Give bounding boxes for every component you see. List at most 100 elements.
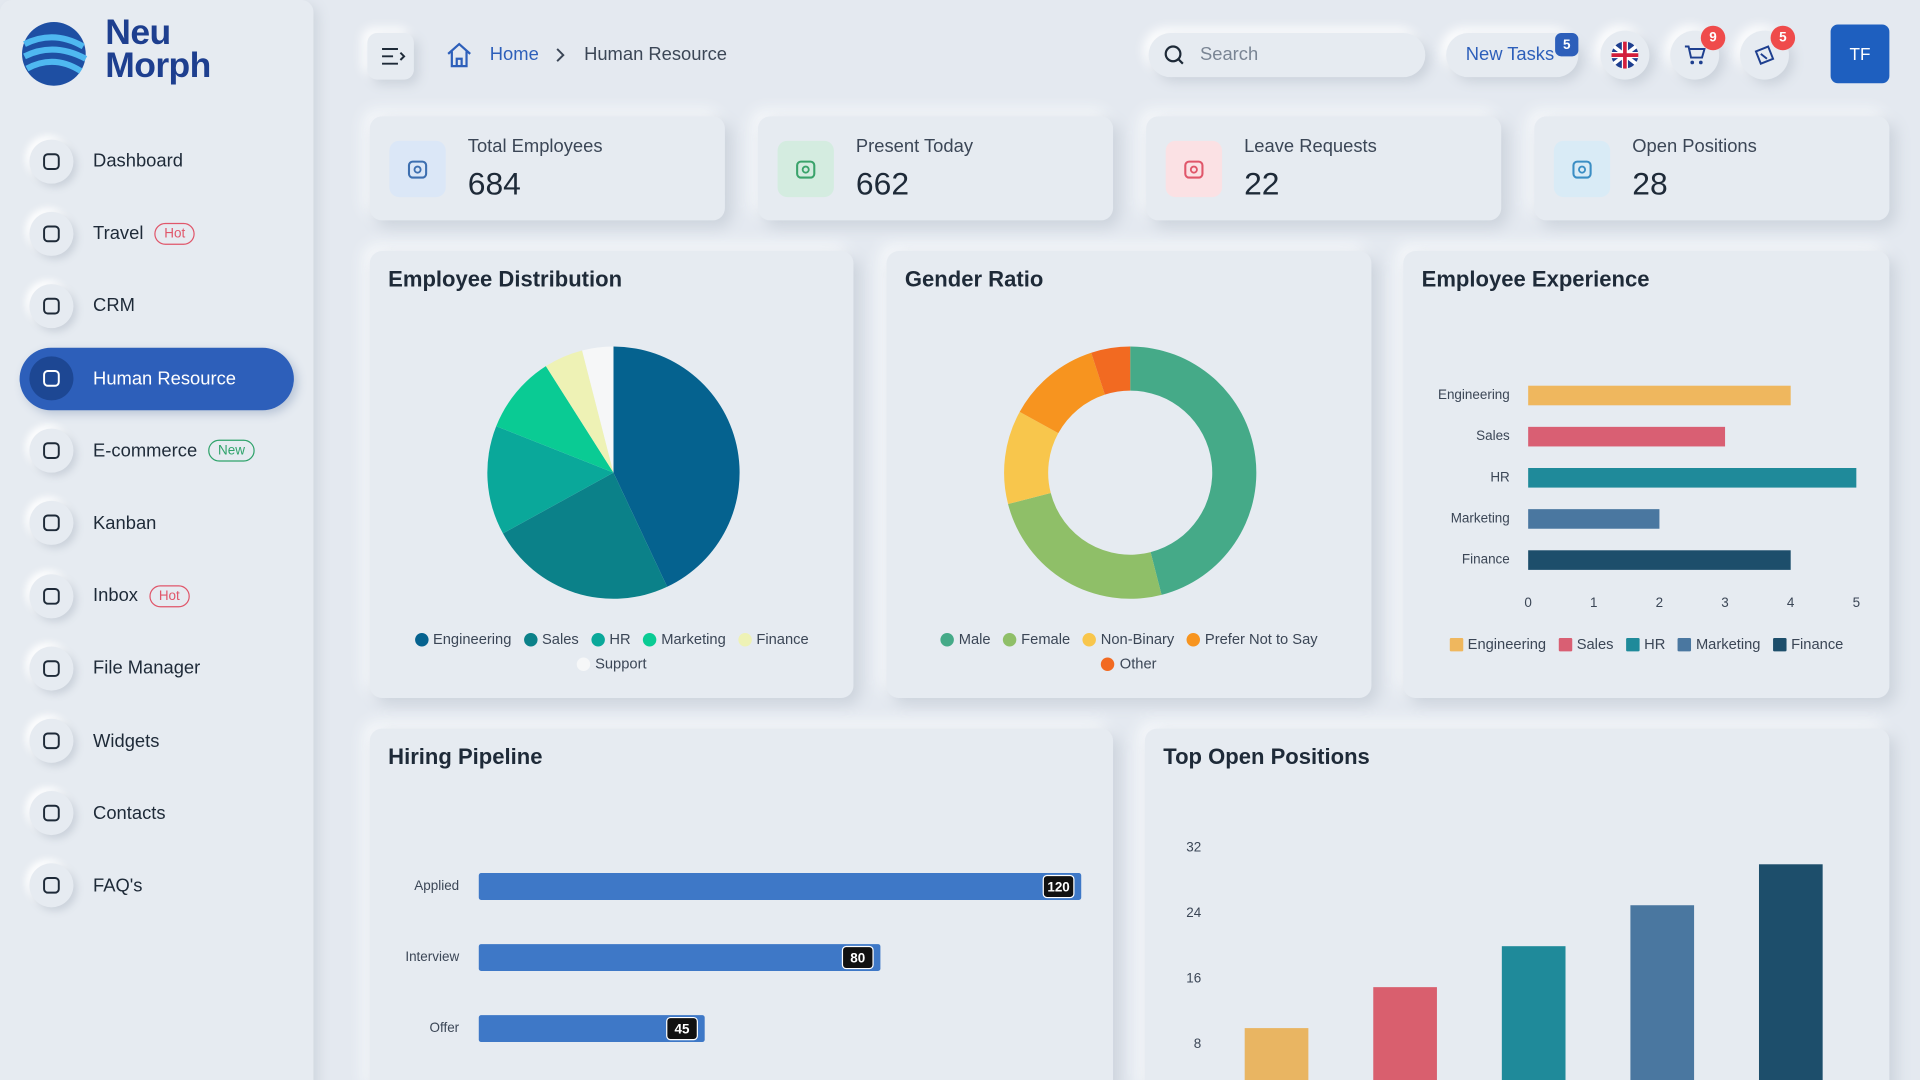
donut-segment — [1004, 411, 1059, 505]
icon-path — [43, 587, 60, 605]
data-label-box — [1042, 874, 1075, 899]
y-tick-label: Interview — [405, 949, 459, 964]
menu-item[interactable]: Human Resource — [19, 347, 294, 410]
y-tick-label: Finance — [1462, 552, 1510, 567]
icon-glyph — [43, 297, 60, 315]
icon-path — [1177, 58, 1184, 65]
search-icon — [1164, 45, 1184, 65]
count-badge: 5 — [1555, 33, 1579, 57]
legend-item: Other — [1101, 655, 1157, 672]
legend-item: Finance — [738, 631, 809, 648]
y-tick-label: Applied — [414, 878, 459, 893]
legend-label: Support — [595, 655, 647, 673]
menu-item[interactable]: E-commerce New — [20, 420, 294, 482]
menu-item[interactable]: FAQ's — [20, 855, 294, 917]
legend-item: Sales — [1558, 636, 1613, 653]
menu-item[interactable]: File Manager — [20, 637, 294, 699]
legend: Male Female Non-Binary Prefer Not to Say Oth… — [911, 630, 1347, 672]
menu-icon — [29, 646, 74, 691]
menu-item[interactable]: Travel Hot — [20, 202, 294, 264]
logo-mark — [22, 22, 88, 86]
menu-label: Inbox — [93, 585, 139, 607]
donut-segment — [1008, 493, 1162, 599]
chart — [1004, 346, 1257, 599]
icon-path — [1690, 60, 1695, 65]
legend-item: Prefer Not to Say — [1186, 630, 1318, 648]
chart-card: Employee Experience 0 1 2 3 4 5 Engineering Sal… — [1403, 251, 1890, 698]
x-tick-label: 4 — [1787, 595, 1795, 610]
breadcrumb-link[interactable]: Home — [489, 44, 539, 65]
data-label: 45 — [675, 1021, 690, 1036]
menu-label: Kanban — [93, 512, 157, 534]
menu-item[interactable]: Kanban — [20, 492, 294, 554]
stat-card: Open Positions 28 — [1534, 116, 1890, 221]
legend-item: Non-Binary — [1082, 631, 1174, 648]
menu-icon — [29, 428, 74, 473]
bar — [1501, 946, 1566, 1080]
legend-label: Prefer Not to Say — [1204, 630, 1318, 648]
menu-icon — [29, 356, 74, 401]
bar — [1528, 426, 1726, 447]
icon-path — [1698, 60, 1703, 65]
icon-path — [382, 48, 406, 65]
icon-path — [447, 42, 471, 68]
bar — [1528, 468, 1857, 488]
stat-label: Open Positions — [1632, 135, 1757, 157]
menu-item[interactable]: Inbox Hot — [20, 565, 294, 627]
menu-icon — [29, 718, 74, 763]
legend-item: Marketing — [642, 631, 726, 648]
menu-item[interactable]: Contacts — [20, 782, 294, 844]
icon-path — [43, 804, 60, 822]
legend-item: HR — [591, 631, 631, 648]
icon-path — [413, 165, 422, 174]
icon-path — [1189, 165, 1198, 174]
y-tick-label: 32 — [1186, 839, 1201, 854]
data-label: 120 — [1047, 879, 1069, 894]
sidebar: Neu Morph Dashboard Travel Hot CRM Human Res… — [0, 0, 314, 1080]
search-placeholder: Search — [1200, 44, 1259, 65]
legend-item: Marketing — [1677, 636, 1760, 653]
stat-icon — [777, 140, 834, 198]
icon-path — [1164, 45, 1182, 63]
stat-value: 28 — [1632, 165, 1668, 203]
language-button[interactable] — [1600, 30, 1650, 80]
data-label-box — [666, 1016, 698, 1041]
icon-path — [1754, 45, 1775, 65]
menu-item[interactable]: Dashboard — [20, 130, 294, 192]
chart-title: Employee Distribution — [388, 266, 623, 292]
legend-item: Sales — [523, 631, 579, 648]
avatar[interactable]: TF — [1830, 24, 1890, 84]
bar — [1244, 1028, 1309, 1080]
count-badge: 9 — [1700, 25, 1726, 51]
pie-slice — [613, 346, 740, 587]
donut-segment — [1130, 346, 1257, 595]
menu-label: File Manager — [93, 657, 201, 679]
legend-marker — [1002, 632, 1017, 646]
icon-path — [43, 515, 60, 532]
icon-path — [796, 160, 816, 179]
y-tick-label: Sales — [1476, 428, 1510, 443]
stat-card: Leave Requests 22 — [1146, 116, 1502, 221]
bar — [478, 873, 1082, 900]
legend-item: HR — [1625, 636, 1665, 653]
flag-icon — [1611, 41, 1639, 69]
legend-marker — [576, 656, 591, 671]
icon-path — [43, 297, 60, 315]
menu-label: Widgets — [93, 730, 160, 752]
menu-item[interactable]: Widgets — [20, 710, 294, 772]
stat-label: Total Employees — [467, 135, 603, 157]
y-tick-label: 16 — [1186, 971, 1201, 986]
icon-path — [1578, 165, 1587, 174]
menu-toggle[interactable] — [367, 33, 414, 80]
pie-slice — [582, 346, 614, 473]
icon-glyph — [796, 160, 816, 179]
legend-marker — [642, 632, 657, 646]
bar — [1528, 385, 1791, 406]
menu-icon — [29, 501, 74, 546]
bar — [478, 944, 881, 972]
legend-label: HR — [609, 630, 631, 648]
search-box[interactable]: Search — [1148, 33, 1426, 78]
menu-item[interactable]: CRM — [20, 275, 294, 337]
nav-menu: Dashboard Travel Hot CRM Human Resource E-com… — [19, 130, 294, 927]
